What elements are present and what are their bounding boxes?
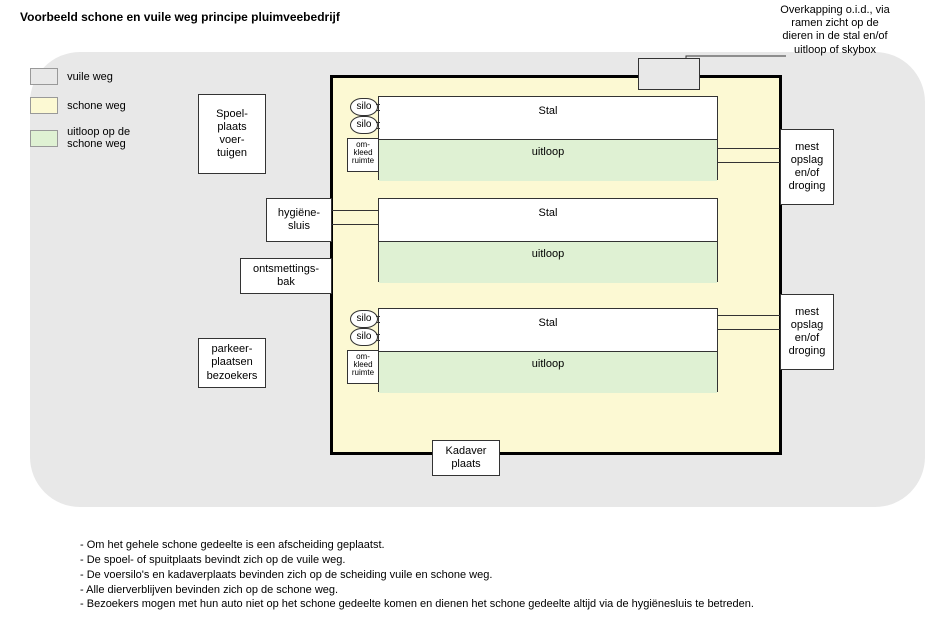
parkeerplaatsen-box: parkeer- plaatsen bezoekers	[198, 338, 266, 388]
uitloop-label: uitloop	[379, 351, 717, 393]
legend-label-vuile: vuile weg	[67, 71, 113, 83]
stal-label: Stal	[379, 97, 717, 139]
connector	[332, 210, 378, 211]
legend-swatch-uitloop	[30, 130, 58, 147]
legend-label-schone: schone weg	[67, 100, 126, 112]
note-line: - Bezoekers mogen met hun auto niet op h…	[80, 597, 920, 612]
connector	[332, 224, 378, 225]
connector	[718, 315, 780, 316]
diagram-canvas: Voorbeeld schone en vuile weg principe p…	[0, 0, 945, 626]
connector	[376, 316, 380, 317]
stal-label: Stal	[379, 309, 717, 351]
silo: silo	[350, 116, 378, 134]
legend-swatch-schone	[30, 97, 58, 114]
note-line: - Om het gehele schone gedeelte is een a…	[80, 538, 920, 553]
connector	[376, 128, 380, 129]
callout-line: dieren in de stal en/of	[760, 30, 910, 43]
silo: silo	[350, 98, 378, 116]
omkleedruimte: om- kleed ruimte	[347, 350, 379, 384]
connector	[376, 110, 380, 111]
silo: silo	[350, 328, 378, 346]
callout-line: Overkapping o.i.d., via	[760, 4, 910, 17]
kadaverplaats-box: Kadaver plaats	[432, 440, 500, 476]
spoelplaats-box: Spoel- plaats voer- tuigen	[198, 94, 266, 174]
uitloop-label: uitloop	[379, 241, 717, 283]
diagram-title: Voorbeeld schone en vuile weg principe p…	[20, 10, 340, 24]
ontsmettingsbak-box: ontsmettings- bak	[240, 258, 332, 294]
connector	[376, 334, 380, 335]
connector	[376, 340, 380, 341]
notes: - Om het gehele schone gedeelte is een a…	[80, 538, 920, 612]
overkapping-box	[638, 58, 700, 90]
connector	[718, 162, 780, 163]
stal-label: Stal	[379, 199, 717, 241]
connector	[376, 122, 380, 123]
note-line: - De voersilo's en kadaverplaats bevinde…	[80, 568, 920, 583]
note-line: - Alle dierverblijven bevinden zich op d…	[80, 583, 920, 598]
mestopslag-box-2: mest opslag en/of droging	[780, 294, 834, 370]
silo: silo	[350, 310, 378, 328]
connector	[376, 104, 380, 105]
uitloop-label: uitloop	[379, 139, 717, 181]
mestopslag-box-1: mest opslag en/of droging	[780, 129, 834, 205]
connector	[718, 329, 780, 330]
note-line: - De spoel- of spuitplaats bevindt zich …	[80, 553, 920, 568]
stal-block-2: Stal uitloop	[378, 198, 718, 282]
legend: vuile weg schone weg uitloop op de schon…	[30, 68, 147, 150]
callout-line: ramen zicht op de	[760, 17, 910, 30]
legend-label-uitloop: uitloop op de schone weg	[67, 126, 147, 150]
hygienesluis-box: hygiëne- sluis	[266, 198, 332, 242]
callout-line: uitloop of skybox	[760, 44, 910, 57]
callout-overkapping: Overkapping o.i.d., via ramen zicht op d…	[760, 4, 910, 57]
omkleedruimte: om- kleed ruimte	[347, 138, 379, 172]
stal-block-1: Stal uitloop	[378, 96, 718, 180]
connector	[718, 148, 780, 149]
stal-block-3: Stal uitloop	[378, 308, 718, 392]
legend-swatch-vuile	[30, 68, 58, 85]
connector	[376, 322, 380, 323]
